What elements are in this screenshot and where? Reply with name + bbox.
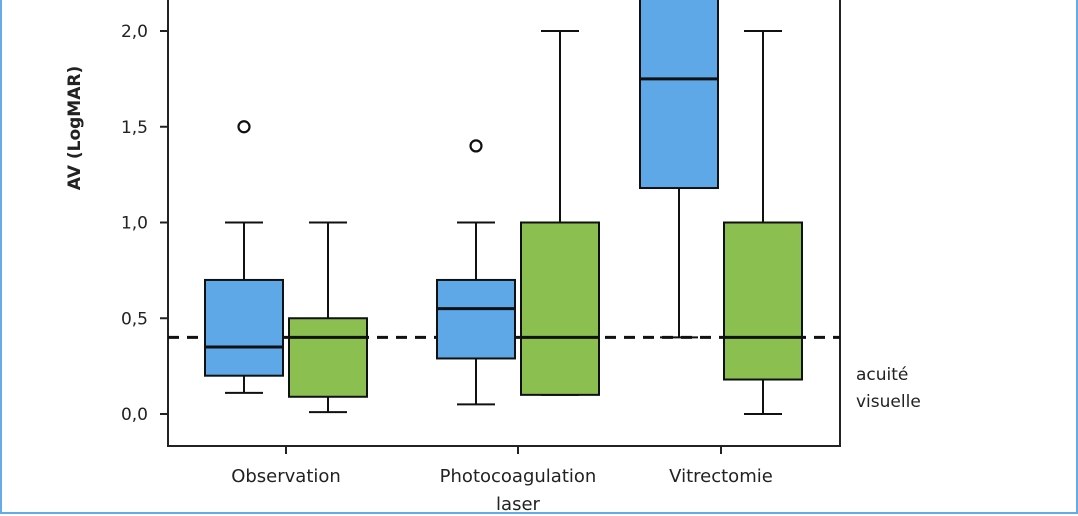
box (520, 221, 600, 396)
y-tick-label: 2,0 (121, 22, 148, 42)
box (204, 278, 284, 377)
box-group-2 (436, 30, 600, 406)
box-group-3 (639, 0, 803, 415)
reference-annotation: visuelle (856, 392, 921, 412)
y-tick-label: 1,0 (121, 214, 148, 234)
y-tick-label: 1,5 (121, 118, 148, 138)
x-tick-label: Photocoagulation (440, 466, 597, 487)
outlier-point (237, 120, 251, 134)
outlier-point (469, 139, 483, 153)
box-layer (204, 0, 803, 415)
reference-annotation: acuité (856, 365, 908, 385)
annotation-layer: acuité visuelle (856, 365, 921, 412)
box-group-1 (204, 120, 368, 414)
x-tick-label: Vitrectomie (669, 466, 773, 487)
box (723, 221, 803, 381)
y-tick-label: 0,5 (121, 309, 148, 329)
y-axis-label: AV (LogMAR) (65, 66, 85, 190)
x-tick-label: laser (496, 494, 540, 515)
box (288, 317, 368, 398)
box (639, 0, 719, 190)
axis-layer: 0,0 0,5 1,0 1,5 2,0 Observation Photocoagulati… (121, 22, 773, 515)
y-tick-label: 0,0 (121, 405, 148, 425)
x-tick-label: Observation (231, 466, 341, 487)
box (436, 278, 516, 360)
